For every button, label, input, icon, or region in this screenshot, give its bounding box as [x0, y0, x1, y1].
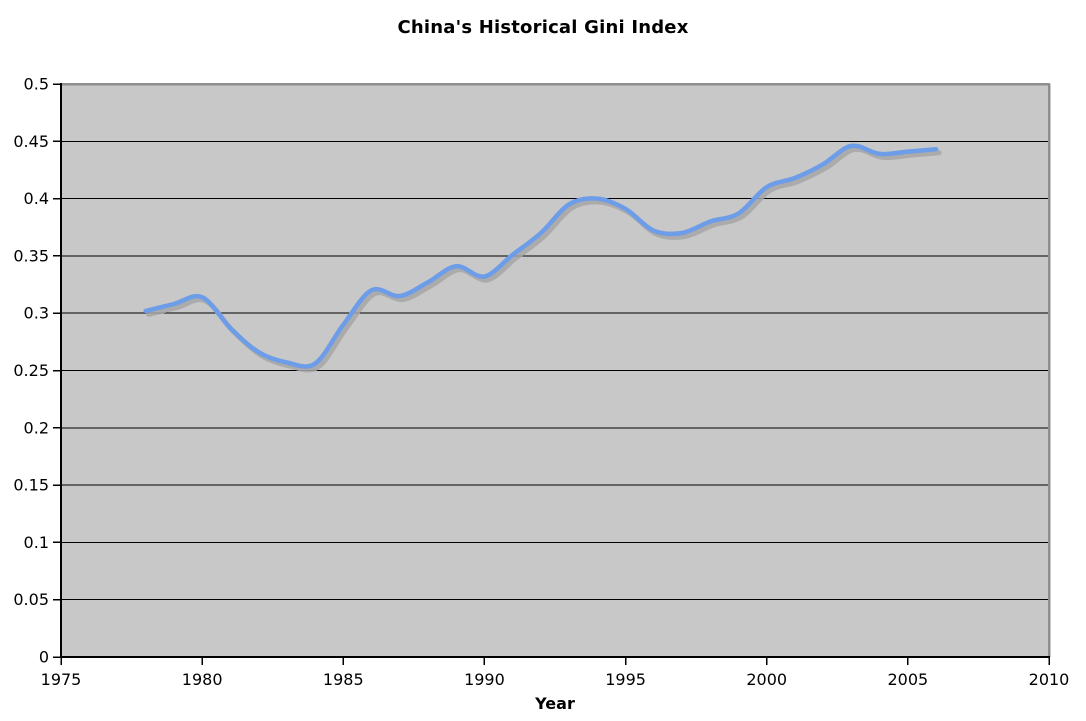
chart-title: China's Historical Gini Index: [397, 17, 689, 38]
y-tick-label: 0.1: [24, 533, 49, 552]
x-tick-label: 2000: [746, 670, 787, 689]
y-tick-label: 0.45: [13, 132, 49, 151]
y-tick-label: 0.15: [13, 476, 49, 495]
y-tick-label: 0: [39, 648, 49, 667]
y-tick-label: 0.05: [13, 590, 49, 609]
y-tick-label: 0.4: [24, 189, 49, 208]
x-tick-label: 1985: [323, 670, 364, 689]
y-tick-label: 0.25: [13, 361, 49, 380]
gini-line-shadow: [146, 146, 942, 373]
x-axis-title: Year: [535, 694, 575, 713]
x-tick-label: 1995: [605, 670, 646, 689]
x-tick-label: 1980: [182, 670, 223, 689]
x-tick-label: 2005: [887, 670, 928, 689]
y-tick-label: 0.3: [24, 304, 49, 323]
y-tick-label: 0.35: [13, 246, 49, 265]
x-tick-label: 2010: [1029, 670, 1070, 689]
y-tick-label: 0.2: [24, 418, 49, 437]
gini-line: [143, 143, 939, 369]
y-tick-label: 0.5: [24, 75, 49, 94]
x-tick-label: 1990: [464, 670, 505, 689]
x-tick-label: 1975: [41, 670, 82, 689]
